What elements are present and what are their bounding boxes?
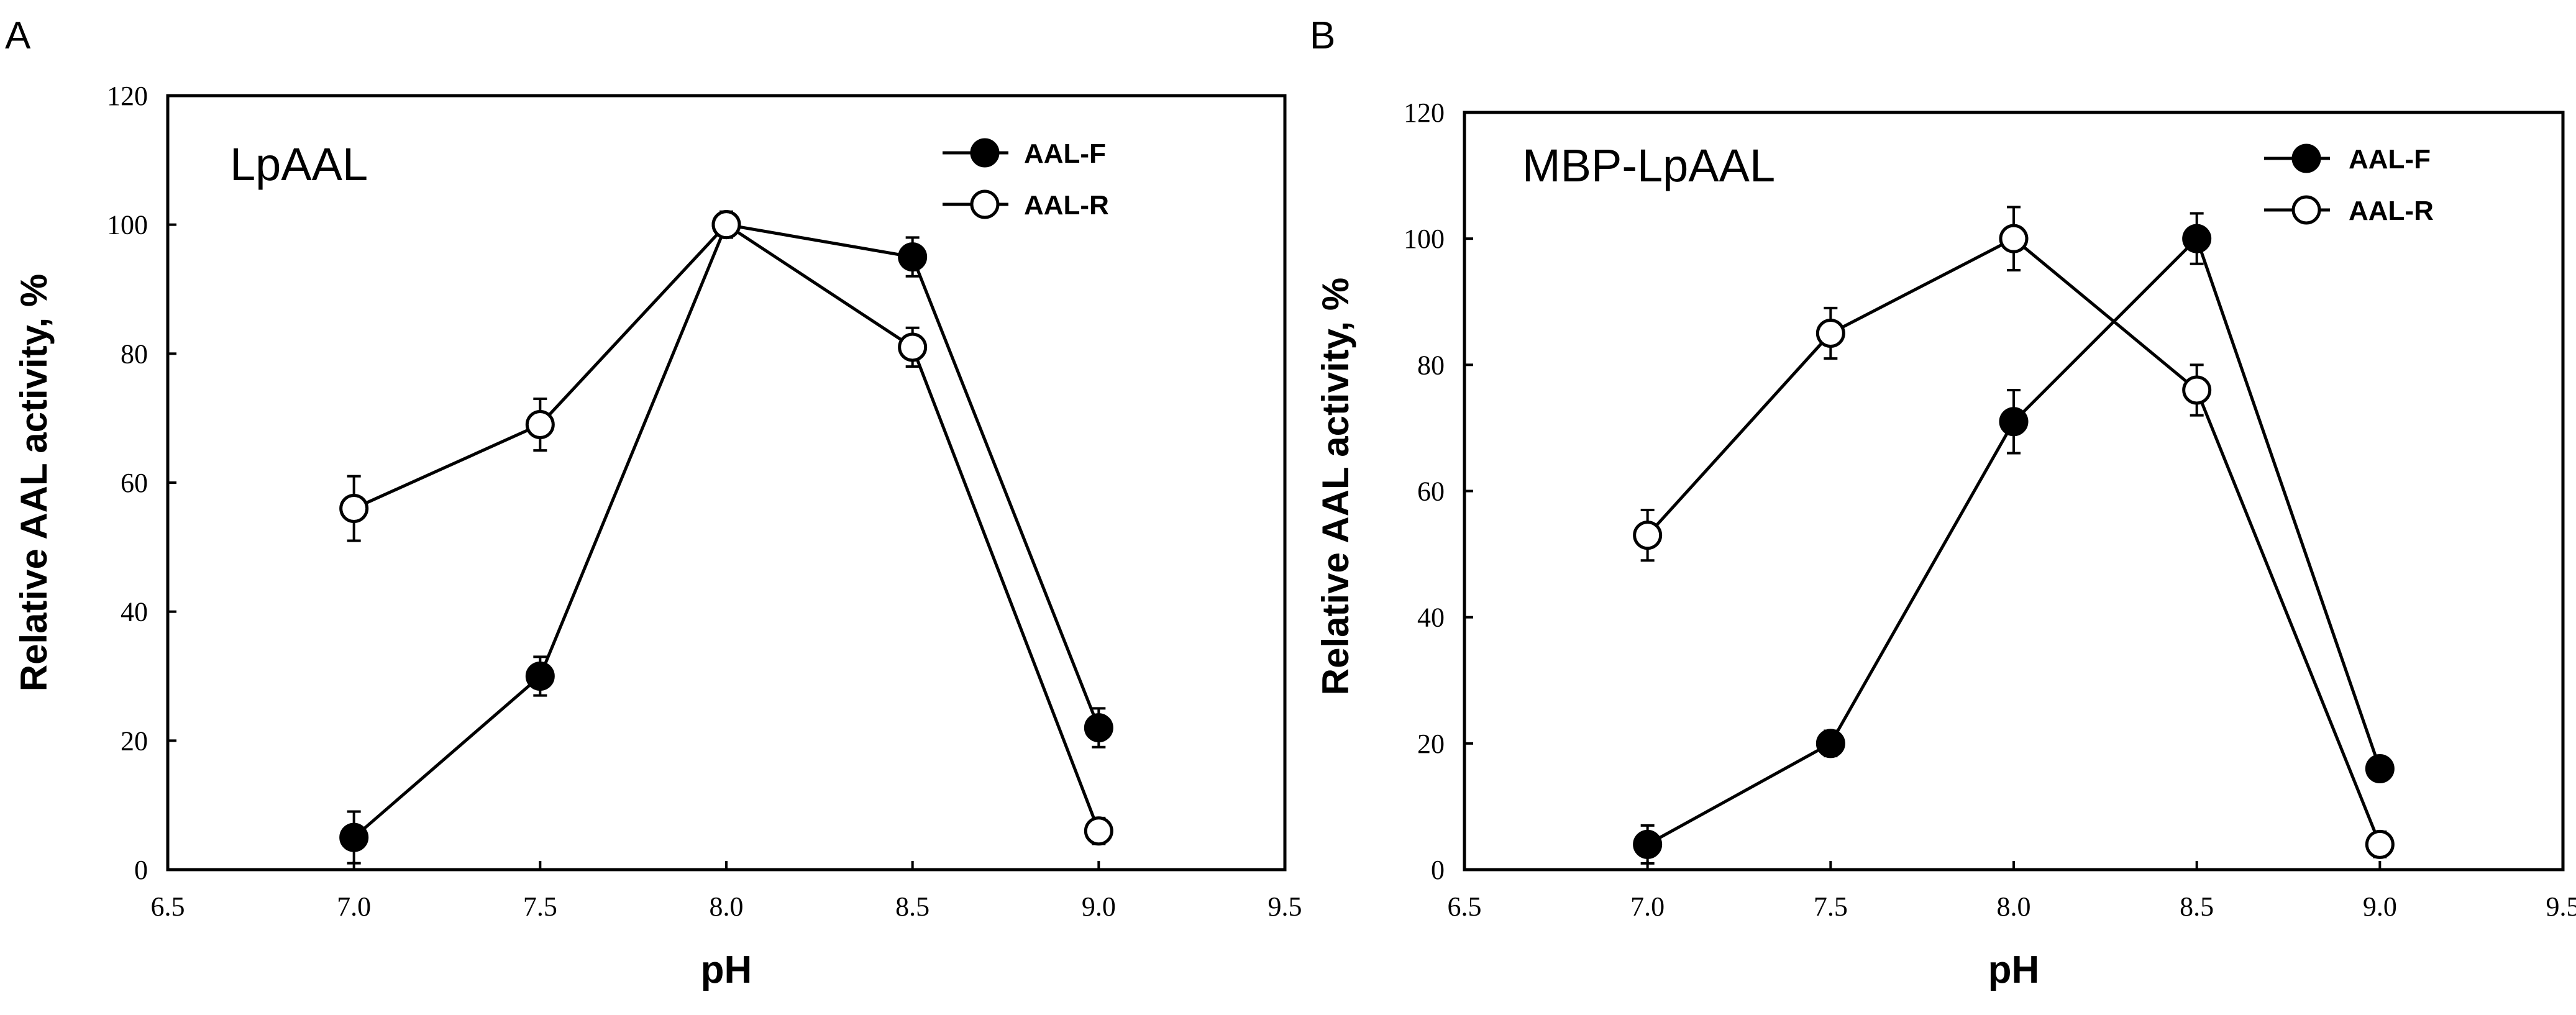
series-line-aal-f <box>1647 235 2382 846</box>
x-tick-label: 9.0 <box>2363 891 2397 922</box>
x-tick-label: 7.5 <box>523 891 557 922</box>
x-tick-label: 6.5 <box>151 891 185 922</box>
data-point-aal-r <box>898 332 928 362</box>
series-line-aal-f <box>353 222 1100 839</box>
data-point-aal-f <box>898 242 928 272</box>
x-axis-title: pH <box>701 949 752 991</box>
legend-label-aal-f: AAL-F <box>1024 139 1106 169</box>
data-point-aal-f <box>1816 729 1845 758</box>
data-point-aal-r <box>1633 521 1663 550</box>
data-point-aal-f <box>525 662 555 691</box>
data-point-aal-f <box>339 822 369 852</box>
x-tick-label: 8.0 <box>1997 891 2031 922</box>
data-point-aal-r <box>1816 319 1845 348</box>
y-axis-title: Relative AAL activity, % <box>1315 278 1356 695</box>
y-axis-title: Relative AAL activity, % <box>13 274 55 691</box>
panel-b: B MBP-LpAAL 0 20 40 60 80 100 120 6.5 7.0 7.5 8.0 8.5… <box>1310 14 2576 991</box>
series-aal-f <box>339 210 1113 865</box>
y-tick-label: 120 <box>107 81 148 111</box>
chart-title: LpAAL <box>230 139 368 190</box>
data-point-aal-r <box>1084 816 1113 846</box>
x-tick-label: 8.0 <box>710 891 744 922</box>
data-point-aal-r <box>339 494 369 524</box>
y-tick-label: 40 <box>1417 603 1445 633</box>
legend-marker-aal-f <box>970 138 1000 168</box>
series-line-aal-r <box>1646 237 2382 845</box>
y-tick-label: 120 <box>1404 98 1445 128</box>
x-tick-label: 7.0 <box>337 891 371 922</box>
series-aal-r <box>1633 206 2395 859</box>
x-tick-label: 7.5 <box>1814 891 1848 922</box>
legend: AAL-F AAL-R <box>2264 143 2434 226</box>
data-point-aal-r <box>2365 829 2395 859</box>
y-tick-label: 60 <box>1417 476 1445 507</box>
legend-marker-aal-f <box>2291 143 2321 173</box>
series-aal-r <box>339 210 1113 846</box>
legend-label-aal-r: AAL-R <box>1024 190 1109 221</box>
data-point-aal-r <box>711 210 741 240</box>
data-point-aal-f <box>2182 224 2212 253</box>
x-tick-label: 6.5 <box>1448 891 1482 922</box>
x-tick-label: 9.5 <box>2546 891 2576 922</box>
y-tick-label: 80 <box>121 339 148 369</box>
data-point-aal-r <box>525 410 555 440</box>
y-tick-label: 40 <box>121 597 148 627</box>
legend-marker-aal-r <box>2291 195 2321 225</box>
data-point-aal-f <box>1084 713 1113 743</box>
data-point-aal-f <box>1999 407 2029 437</box>
y-tick-label: 100 <box>107 210 148 240</box>
legend-label-aal-r: AAL-R <box>2349 196 2434 226</box>
chart-title: MBP-LpAAL <box>1522 140 1775 191</box>
data-point-aal-f <box>1633 829 1663 859</box>
data-point-aal-r <box>2182 375 2212 405</box>
x-tick-label: 9.5 <box>1268 891 1302 922</box>
x-tick-label: 8.5 <box>2180 891 2214 922</box>
x-tick-label: 7.0 <box>1630 891 1665 922</box>
series-aal-f <box>1633 212 2395 865</box>
legend-label-aal-f: AAL-F <box>2349 144 2431 175</box>
panel-a: A LpAAL 0 20 40 60 80 100 120 6.5 7.0 7.5 8.0 8.5 9.0 9… <box>5 14 1302 991</box>
legend: AAL-F AAL-R <box>943 138 1109 221</box>
y-tick-label: 0 <box>1431 855 1445 885</box>
legend-marker-aal-r <box>970 189 1000 219</box>
data-point-aal-f <box>2365 753 2395 783</box>
x-tick-label: 8.5 <box>895 891 929 922</box>
panel-label: A <box>5 14 31 57</box>
y-tick-label: 20 <box>121 726 148 756</box>
y-tick-label: 0 <box>134 855 148 885</box>
y-tick-label: 20 <box>1417 729 1445 759</box>
y-tick-label: 100 <box>1404 224 1445 254</box>
y-tick-label: 80 <box>1417 350 1445 380</box>
y-tick-label: 60 <box>121 468 148 498</box>
data-point-aal-r <box>1999 224 2029 253</box>
x-tick-label: 9.0 <box>1082 891 1116 922</box>
x-axis-title: pH <box>1988 949 2040 991</box>
panel-label: B <box>1310 14 1335 57</box>
